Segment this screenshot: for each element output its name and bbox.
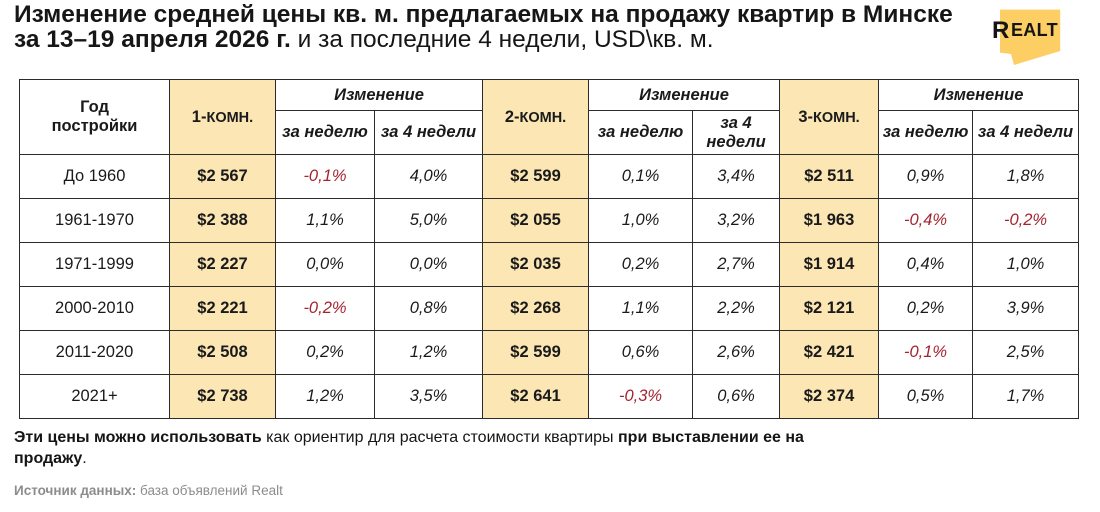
svg-text:EALT: EALT xyxy=(1011,20,1058,40)
svg-text:R: R xyxy=(992,17,1009,44)
